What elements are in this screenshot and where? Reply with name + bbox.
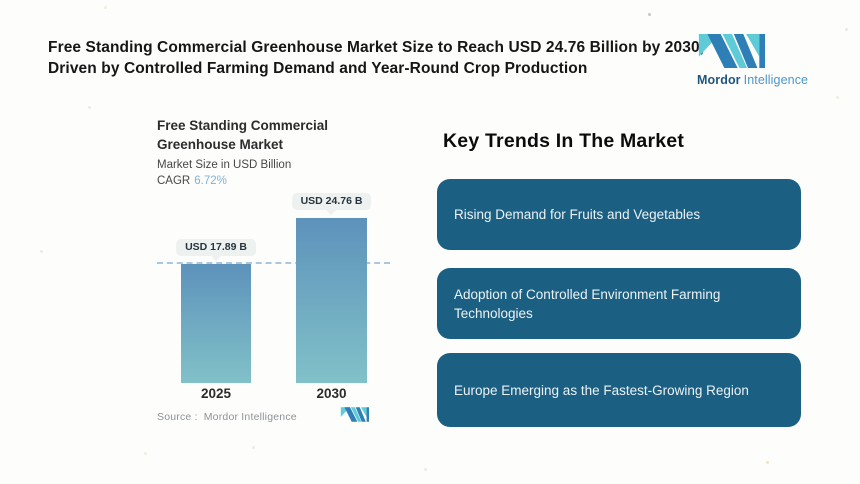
chart-header: Free Standing Commercial Greenhouse Mark… (157, 116, 397, 187)
page-title: Free Standing Commercial Greenhouse Mark… (48, 37, 718, 79)
decor-dot (40, 250, 43, 253)
key-trends-heading: Key Trends In The Market (443, 130, 685, 152)
x-axis-label-2025: 2025 (200, 386, 232, 401)
trend-card-3-label: Europe Emerging as the Fastest-Growing R… (454, 382, 749, 398)
chart-title-line1: Free Standing Commercial (157, 118, 329, 133)
reference-dashline (157, 262, 390, 264)
trend-card-1-label: Rising Demand for Fruits and Vegetables (454, 207, 701, 222)
brand-name-light: Intelligence (743, 73, 809, 87)
decor-dot (424, 468, 427, 471)
trend-card-2: Adoption of Controlled Environment Farmi… (437, 268, 801, 339)
brand-name-bold: Mordor (697, 73, 741, 87)
decor-dot (766, 461, 769, 464)
bar-2025-value-label: USD 17.89 B (176, 239, 256, 256)
source-label: Source : (157, 411, 198, 423)
decor-dot (836, 96, 839, 99)
decor-dot (648, 13, 651, 16)
x-axis-label-2030: 2030 (316, 386, 347, 401)
chart-cagr: CAGR 6.72% (157, 175, 397, 187)
decor-dot (104, 6, 107, 9)
bar-2025: USD 17.89 B (176, 239, 256, 383)
mordor-logo-mark-icon (697, 32, 807, 70)
source-attribution: Source : Mordor Intelligence (157, 411, 297, 423)
mordor-mini-logo-icon (340, 406, 369, 428)
trend-card-3: Europe Emerging as the Fastest-Growing R… (437, 353, 801, 427)
brand-wordmark: Mordor Intelligence (697, 73, 809, 87)
bar-2030-value-label: USD 24.76 B (291, 193, 372, 210)
source-value: Mordor Intelligence (203, 411, 297, 423)
chart-title-line2: Greenhouse Market (157, 137, 284, 152)
decor-dot (144, 452, 147, 455)
decor-dot (88, 106, 91, 109)
trend-card-1: Rising Demand for Fruits and Vegetables (437, 179, 801, 250)
bar-chart: USD 17.89 B USD 24.76 B 2025 2030 (157, 193, 390, 401)
cagr-value: 6.72% (194, 175, 227, 187)
chart-subtitle: Market Size in USD Billion (157, 159, 292, 171)
page-title-line2: Driven by Controlled Farming Demand and … (48, 60, 588, 77)
mordor-intelligence-logo: Mordor Intelligence (697, 32, 809, 87)
chart-title: Free Standing Commercial Greenhouse Mark… (157, 116, 397, 154)
decor-dot (845, 28, 848, 31)
page-title-line1: Free Standing Commercial Greenhouse Mark… (48, 39, 705, 56)
decor-dot (252, 446, 255, 449)
bar-2030: USD 24.76 B (291, 193, 372, 383)
trend-card-2-label: Adoption of Controlled Environment Farmi… (454, 286, 721, 321)
cagr-label: CAGR (157, 175, 191, 187)
